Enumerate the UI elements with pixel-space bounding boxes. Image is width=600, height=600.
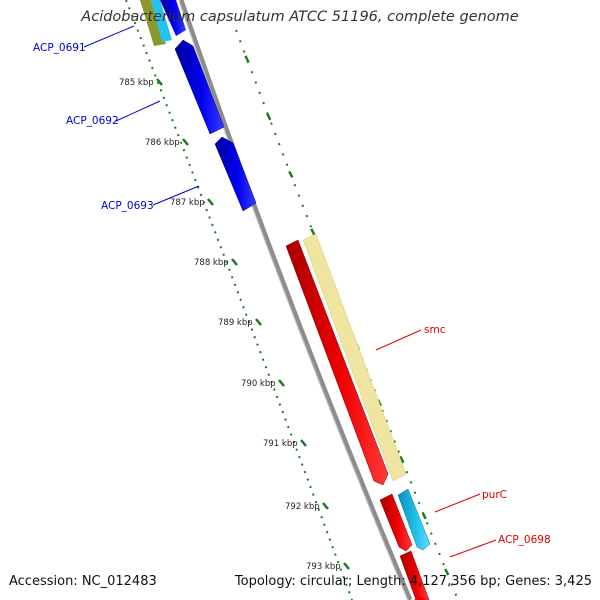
kbp-tick bbox=[231, 258, 238, 266]
outer-ruler-tick bbox=[444, 568, 450, 576]
gene-label-purc[interactable]: purC bbox=[482, 489, 507, 501]
inner-ruler-dots bbox=[125, 0, 353, 600]
gene-acp0693-arrow[interactable] bbox=[214, 136, 257, 212]
kbp-label-788: 788 kbp bbox=[194, 258, 229, 268]
gene-label-acp0698[interactable]: ACP_0698 bbox=[498, 534, 551, 546]
genome-stats-text: Topology: circular; Length: 4,127,356 bp… bbox=[234, 574, 592, 589]
kbp-label-790: 790 kbp bbox=[241, 379, 276, 389]
kbp-tick bbox=[322, 502, 329, 510]
kbp-ruler-ticks bbox=[156, 78, 350, 570]
outer-ruler-tick bbox=[399, 455, 405, 463]
gene-smc-arrow[interactable] bbox=[285, 239, 389, 486]
kbp-tick bbox=[278, 379, 285, 387]
label-leaders bbox=[83, 25, 497, 558]
gene-label-acp0692[interactable]: ACP_0692 bbox=[66, 115, 119, 127]
kbp-tick bbox=[300, 439, 307, 447]
gene-label-acp0691[interactable]: ACP_0691 bbox=[33, 42, 86, 54]
kbp-tick bbox=[207, 198, 214, 206]
outer-ruler-tick bbox=[244, 55, 250, 63]
kbp-label-791: 791 kbp bbox=[263, 439, 298, 449]
kbp-tick bbox=[182, 138, 189, 146]
gene-label-smc[interactable]: smc bbox=[424, 324, 446, 336]
kbp-label-786: 786 kbp bbox=[145, 138, 180, 148]
kbp-tick bbox=[255, 318, 262, 326]
kbp-label-793: 793 kbp bbox=[306, 562, 341, 572]
map-title: Acidobacterium capsulatum ATCC 51196, co… bbox=[81, 9, 519, 25]
gene-label-acp0693[interactable]: ACP_0693 bbox=[101, 200, 154, 212]
gene-tail-bottom bbox=[414, 596, 425, 600]
outer-ruler-tick bbox=[310, 228, 316, 236]
kbp-label-785: 785 kbp bbox=[119, 78, 154, 88]
gene-purC-arrow[interactable] bbox=[379, 493, 413, 552]
outer-ruler-tick bbox=[421, 512, 427, 520]
genome-backbone-highlight bbox=[178, 0, 409, 600]
feature-cyan-top bbox=[151, 0, 172, 42]
kbp-tick bbox=[343, 562, 350, 570]
kbp-tick bbox=[156, 78, 163, 86]
accession-text: Accession: NC_012483 bbox=[9, 574, 157, 589]
outer-ruler-tick bbox=[288, 170, 294, 178]
outer-ruler-tick bbox=[266, 113, 272, 121]
rna-feature-arrow[interactable] bbox=[397, 488, 431, 551]
kbp-label-789: 789 kbp bbox=[218, 318, 253, 328]
gene-acp0698-arrow[interactable] bbox=[399, 550, 430, 600]
kbp-ruler-labels: 785 kbp 786 kbp 787 kbp 788 kbp 789 kbp … bbox=[119, 78, 341, 572]
kbp-label-792: 792 kbp bbox=[285, 502, 320, 512]
kbp-label-787: 787 kbp bbox=[170, 198, 205, 208]
feature-blue-top bbox=[160, 0, 186, 36]
feature-olive bbox=[140, 0, 166, 46]
cds-band-smc bbox=[302, 233, 407, 482]
gene-acp0692-arrow[interactable] bbox=[174, 39, 225, 135]
genome-backbone bbox=[178, 0, 413, 600]
